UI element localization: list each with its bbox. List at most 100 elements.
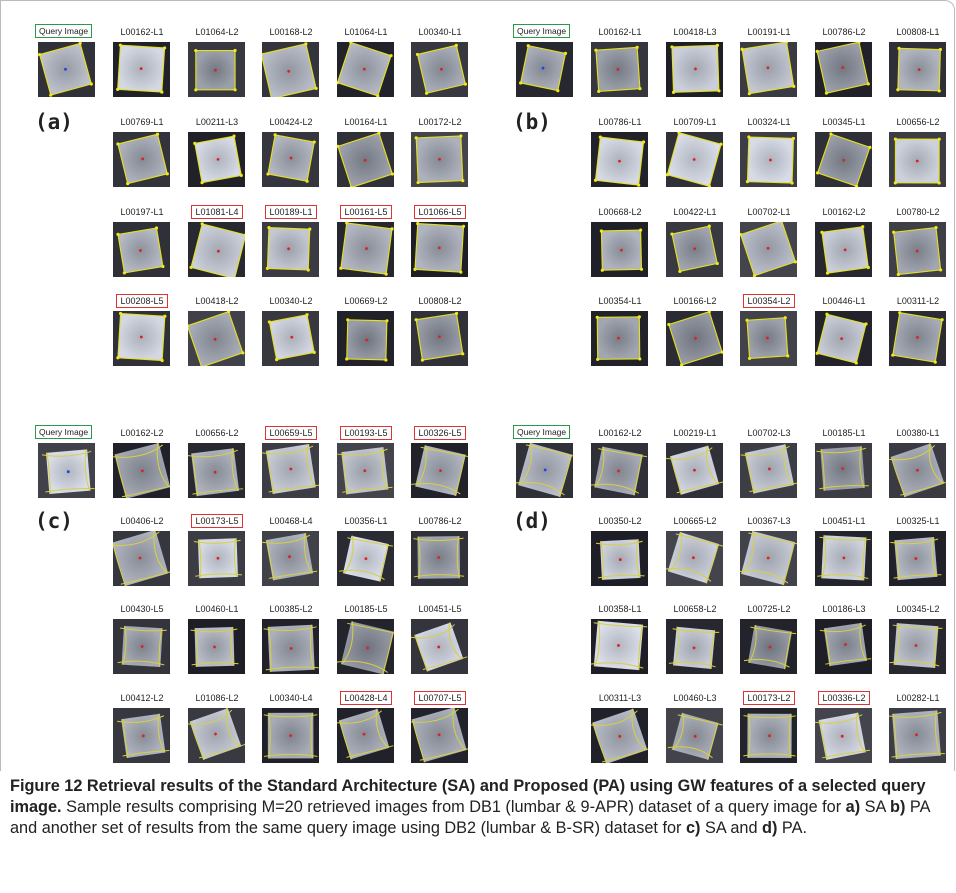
result-label-cell: L00345-L1 <box>804 117 884 127</box>
result-label: L00185-L5 <box>340 602 391 616</box>
result-label: L00451-L5 <box>414 602 465 616</box>
caption-text: a) <box>846 798 860 816</box>
result-label-cell: L00340-L4 <box>251 693 331 703</box>
result-label: L01064-L1 <box>340 25 391 39</box>
result-label: L00193-L5 <box>340 426 391 440</box>
result-image <box>38 443 95 498</box>
result-label-cell: L00311-L3 <box>580 693 660 703</box>
result-label-cell: L00702-L1 <box>729 207 809 217</box>
result-label-cell: L00185-L1 <box>804 428 884 438</box>
result-label: L00325-L1 <box>892 514 943 528</box>
result-label: L00446-L1 <box>818 294 869 308</box>
result-label: L00172-L2 <box>414 115 465 129</box>
result-label-cell: L00336-L2 <box>804 693 884 703</box>
result-label-cell: L00325-L1 <box>878 516 956 526</box>
result-label-cell: L00173-L2 <box>729 693 809 703</box>
result-label: L00406-L2 <box>116 514 167 528</box>
result-image <box>815 42 872 97</box>
result-image <box>262 42 319 97</box>
result-image <box>666 619 723 674</box>
result-label: L00340-L4 <box>265 691 316 705</box>
result-label-cell: L00164-L1 <box>326 117 406 127</box>
result-label-cell: L01081-L4 <box>177 207 257 217</box>
result-label: L00340-L1 <box>414 25 465 39</box>
result-label-cell: L00358-L1 <box>580 604 660 614</box>
result-label-cell: L00197-L1 <box>102 207 182 217</box>
result-label: L00164-L1 <box>340 115 391 129</box>
result-label: L00656-L2 <box>892 115 943 129</box>
result-label: L00725-L2 <box>743 602 794 616</box>
page: Figure 12 Retrieval results of the Stand… <box>0 0 956 893</box>
result-image <box>262 708 319 763</box>
result-image <box>889 42 946 97</box>
panel-letter: (b) <box>513 110 551 134</box>
result-image <box>337 222 394 277</box>
result-label: L00430-L5 <box>116 602 167 616</box>
result-label: L00460-L1 <box>191 602 242 616</box>
result-label: L00173-L2 <box>743 691 794 705</box>
caption-text: Sample results comprising M=20 retrieved… <box>62 798 846 816</box>
result-label-cell: L00424-L2 <box>251 117 331 127</box>
result-label-cell: L01064-L2 <box>177 27 257 37</box>
result-label: L00702-L3 <box>743 426 794 440</box>
result-label-cell: L00345-L2 <box>878 604 956 614</box>
result-label: L00326-L5 <box>414 426 465 440</box>
result-image <box>591 311 648 366</box>
result-image <box>740 619 797 674</box>
result-label: L00336-L2 <box>818 691 869 705</box>
result-label-cell: L00162-L1 <box>102 27 182 37</box>
result-label-cell: L00326-L5 <box>400 428 480 438</box>
result-label-cell: L00786-L2 <box>804 27 884 37</box>
result-image <box>337 443 394 498</box>
result-image <box>262 222 319 277</box>
result-label-cell: L00350-L2 <box>580 516 660 526</box>
result-image <box>113 311 170 366</box>
result-label-cell: L00354-L1 <box>580 296 660 306</box>
result-label: L00166-L2 <box>669 294 720 308</box>
result-image <box>113 222 170 277</box>
query-label: Query Image <box>513 425 570 439</box>
result-label: L00702-L1 <box>743 205 794 219</box>
result-label: L00191-L1 <box>743 25 794 39</box>
caption-text: b) <box>890 798 905 816</box>
result-image <box>666 311 723 366</box>
result-image <box>188 531 245 586</box>
result-image <box>411 619 468 674</box>
result-label-cell: L00172-L2 <box>400 117 480 127</box>
result-label: L01081-L4 <box>191 205 242 219</box>
result-image <box>411 708 468 763</box>
result-label: L00460-L3 <box>669 691 720 705</box>
result-image <box>411 222 468 277</box>
result-label: L00162-L2 <box>818 205 869 219</box>
result-image <box>591 443 648 498</box>
result-label-cell: L00702-L3 <box>729 428 809 438</box>
result-image <box>591 531 648 586</box>
result-label-cell: L00451-L5 <box>400 604 480 614</box>
caption-text: c) <box>686 819 700 837</box>
result-label-cell: L00422-L1 <box>655 207 735 217</box>
result-label: L00428-L4 <box>340 691 391 705</box>
result-label-cell: L00162-L2 <box>580 428 660 438</box>
result-label: L00659-L5 <box>265 426 316 440</box>
result-label-cell: L00219-L1 <box>655 428 735 438</box>
result-image <box>411 42 468 97</box>
result-label: L00786-L1 <box>594 115 645 129</box>
result-image <box>740 708 797 763</box>
result-label-cell: L00786-L2 <box>400 516 480 526</box>
result-label-cell: L00406-L2 <box>102 516 182 526</box>
result-image <box>889 443 946 498</box>
result-label-cell: L00161-L5 <box>326 207 406 217</box>
result-label-cell: L00460-L3 <box>655 693 735 703</box>
result-label-cell: L00412-L2 <box>102 693 182 703</box>
result-image <box>516 443 573 498</box>
result-image <box>889 222 946 277</box>
result-image <box>188 443 245 498</box>
result-image <box>889 531 946 586</box>
result-label-cell: L00659-L5 <box>251 428 331 438</box>
result-image <box>337 619 394 674</box>
result-label: L00418-L3 <box>669 25 720 39</box>
result-label-cell: L01064-L1 <box>326 27 406 37</box>
caption-text: SA <box>860 798 890 816</box>
result-label: L00354-L1 <box>594 294 645 308</box>
result-label-cell: L00418-L3 <box>655 27 735 37</box>
